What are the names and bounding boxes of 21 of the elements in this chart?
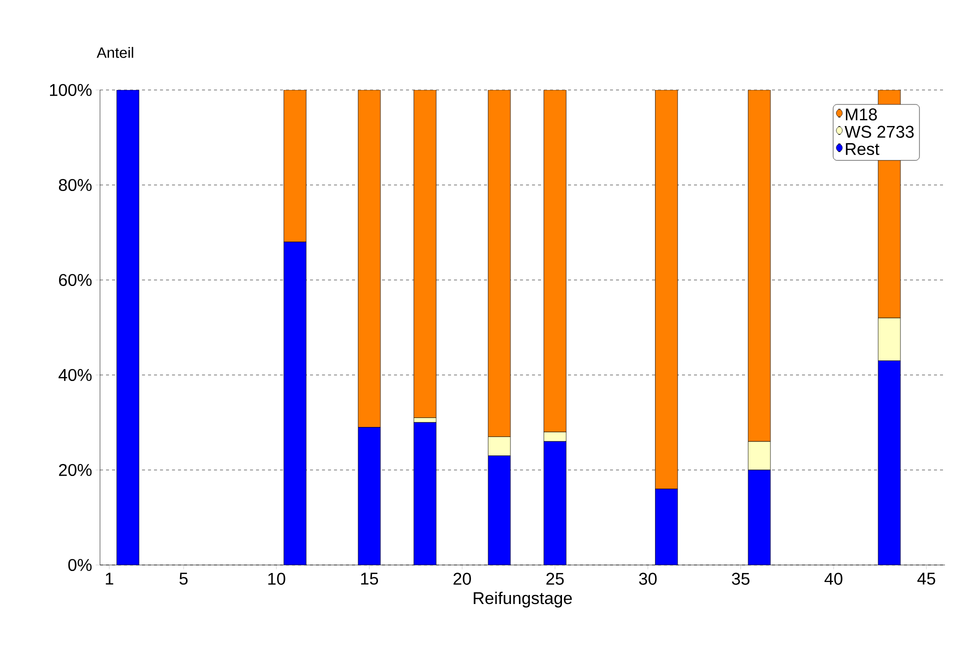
- x-tick-label: 40: [824, 572, 842, 585]
- legend-label: WS 2733: [844, 126, 914, 138]
- y-tick-label: 40%: [58, 368, 92, 382]
- y-tick-label: 100%: [50, 84, 92, 96]
- x-tick-label: 15: [361, 572, 378, 585]
- x-tick-label: 35: [732, 572, 750, 585]
- legend-label: Rest: [846, 143, 880, 156]
- x-tick-label: 10: [268, 572, 286, 585]
- x-tick-label: 30: [639, 572, 657, 585]
- x-tick-label: 45: [917, 572, 936, 585]
- x-tick-label: 20: [454, 572, 471, 585]
- x-axis-title: Reifungstage: [474, 592, 572, 608]
- x-tick-label: 25: [546, 572, 564, 585]
- y-axis-title: Anteil: [96, 46, 134, 58]
- legend-label: M18: [846, 108, 877, 120]
- y-tick-label: 20%: [59, 464, 92, 476]
- x-tick-label: 1: [106, 572, 114, 584]
- x-tick-label: 5: [180, 572, 188, 585]
- y-tick-label: 80%: [58, 178, 92, 192]
- y-tick-label: 0%: [68, 558, 92, 572]
- y-tick-label: 60%: [59, 274, 92, 286]
